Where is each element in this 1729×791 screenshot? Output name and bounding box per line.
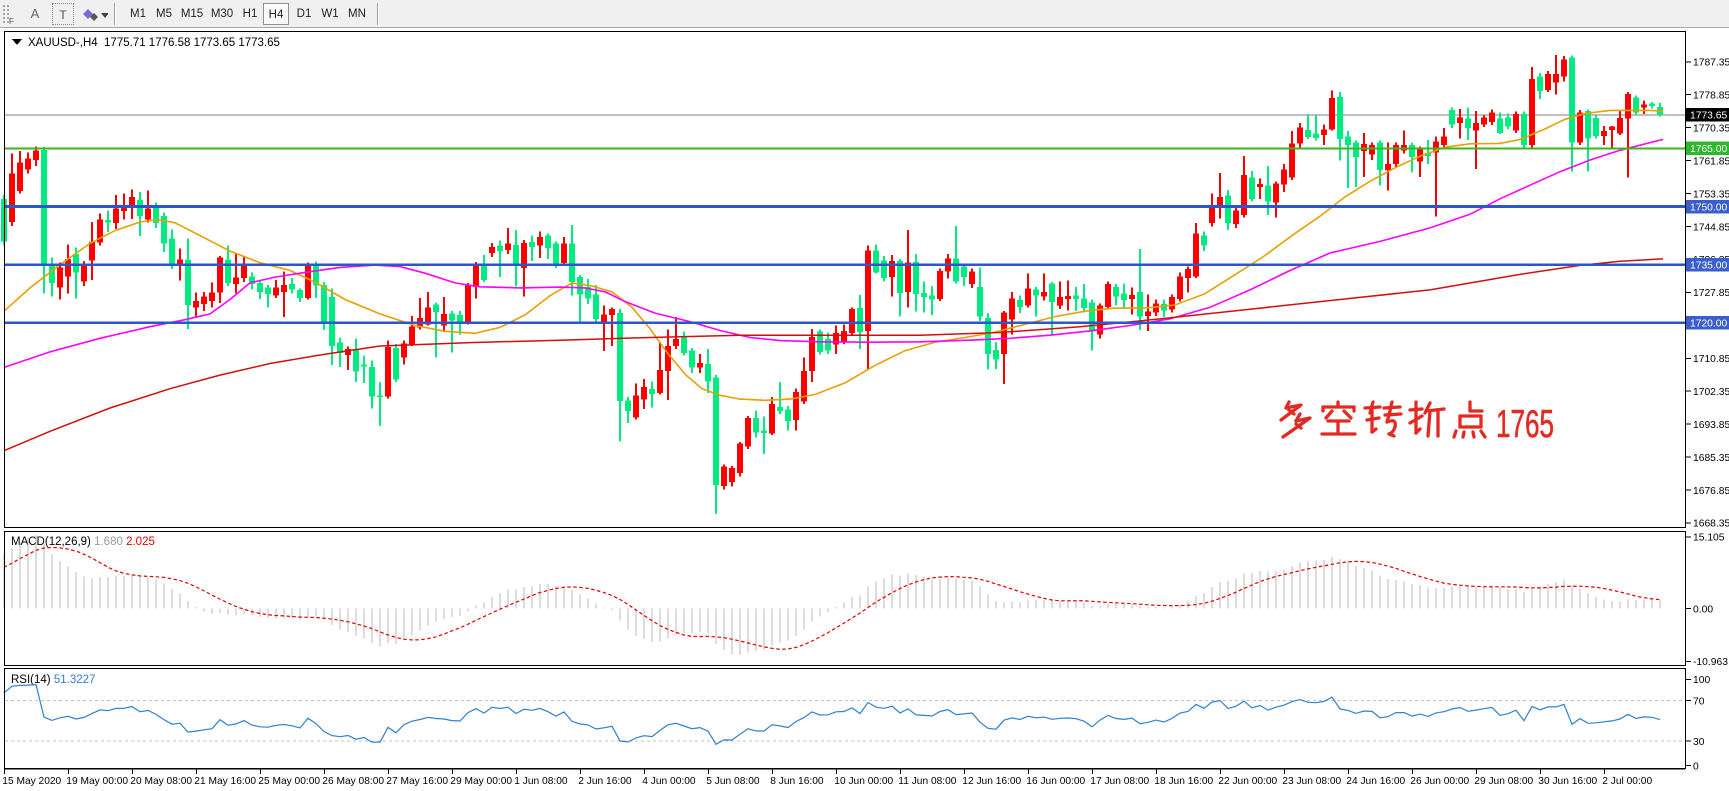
svg-text:0.00: 0.00 (1693, 604, 1713, 615)
svg-text:1744.85: 1744.85 (1693, 222, 1729, 233)
svg-text:29 Jun 08:00: 29 Jun 08:00 (1474, 776, 1533, 787)
svg-text:2 Jun 16:00: 2 Jun 16:00 (578, 776, 632, 787)
svg-text:23 Jun 08:00: 23 Jun 08:00 (1282, 776, 1341, 787)
svg-text:1787.35: 1787.35 (1693, 58, 1729, 69)
svg-text:17 Jun 08:00: 17 Jun 08:00 (1090, 776, 1149, 787)
svg-text:0: 0 (1693, 761, 1699, 772)
svg-text:2 Jul 00:00: 2 Jul 00:00 (1602, 776, 1652, 787)
svg-text:22 Jun 00:00: 22 Jun 00:00 (1218, 776, 1277, 787)
svg-text:1765: 1765 (1496, 403, 1554, 446)
svg-text:1765.00: 1765.00 (1690, 144, 1727, 155)
svg-text:70: 70 (1693, 696, 1705, 707)
svg-text:5 Jun 08:00: 5 Jun 08:00 (706, 776, 760, 787)
svg-text:21 May 16:00: 21 May 16:00 (194, 776, 256, 787)
svg-text:1710.85: 1710.85 (1693, 354, 1729, 365)
svg-text:1778.85: 1778.85 (1693, 91, 1729, 102)
svg-text:1702.35: 1702.35 (1693, 387, 1729, 398)
svg-text:15 May 2020: 15 May 2020 (2, 776, 61, 787)
svg-text:24 Jun 16:00: 24 Jun 16:00 (1346, 776, 1405, 787)
svg-text:XAUUSD-,H4 1775.71 1776.58 17: XAUUSD-,H4 1775.71 1776.58 1773.65 1773.… (28, 37, 280, 49)
svg-text:MACD(12,26,9) 1.680 2.025: MACD(12,26,9) 1.680 2.025 (11, 536, 155, 548)
svg-text:1668.35: 1668.35 (1693, 519, 1729, 530)
svg-text:1773.65: 1773.65 (1690, 111, 1727, 122)
svg-text:1676.85: 1676.85 (1693, 486, 1729, 497)
svg-text:19 May 00:00: 19 May 00:00 (66, 776, 128, 787)
svg-text:1693.85: 1693.85 (1693, 420, 1729, 431)
svg-text:1720.00: 1720.00 (1690, 319, 1727, 330)
svg-text:4 Jun 00:00: 4 Jun 00:00 (642, 776, 696, 787)
svg-text:1761.85: 1761.85 (1693, 156, 1729, 167)
svg-text:8 Jun 16:00: 8 Jun 16:00 (770, 776, 824, 787)
svg-text:-10.963: -10.963 (1693, 657, 1728, 668)
svg-text:1770.35: 1770.35 (1693, 124, 1729, 135)
svg-text:27 May 16:00: 27 May 16:00 (386, 776, 448, 787)
svg-text:30: 30 (1693, 737, 1705, 748)
svg-text:10 Jun 00:00: 10 Jun 00:00 (834, 776, 893, 787)
svg-text:100: 100 (1693, 675, 1710, 686)
svg-text:11 Jun 08:00: 11 Jun 08:00 (898, 776, 956, 787)
svg-text:16 Jun 00:00: 16 Jun 00:00 (1026, 776, 1085, 787)
svg-text:1727.85: 1727.85 (1693, 288, 1729, 299)
svg-text:26 May 08:00: 26 May 08:00 (322, 776, 384, 787)
svg-text:26 Jun 00:00: 26 Jun 00:00 (1410, 776, 1469, 787)
svg-text:1 Jun 08:00: 1 Jun 08:00 (514, 776, 568, 787)
svg-text:18 Jun 16:00: 18 Jun 16:00 (1154, 776, 1213, 787)
svg-text:1753.35: 1753.35 (1693, 189, 1729, 200)
svg-text:RSI(14) 51.3227: RSI(14) 51.3227 (11, 674, 95, 686)
svg-text:12 Jun 16:00: 12 Jun 16:00 (962, 776, 1021, 787)
svg-text:15.105: 15.105 (1693, 533, 1725, 544)
svg-text:25 May 00:00: 25 May 00:00 (258, 776, 320, 787)
svg-text:1750.00: 1750.00 (1690, 202, 1727, 213)
svg-text:1685.35: 1685.35 (1693, 453, 1729, 464)
svg-text:1735.00: 1735.00 (1690, 261, 1727, 272)
svg-text:29 May 00:00: 29 May 00:00 (450, 776, 512, 787)
svg-text:20 May 08:00: 20 May 08:00 (130, 776, 192, 787)
svg-text:30 Jun 16:00: 30 Jun 16:00 (1538, 776, 1597, 787)
